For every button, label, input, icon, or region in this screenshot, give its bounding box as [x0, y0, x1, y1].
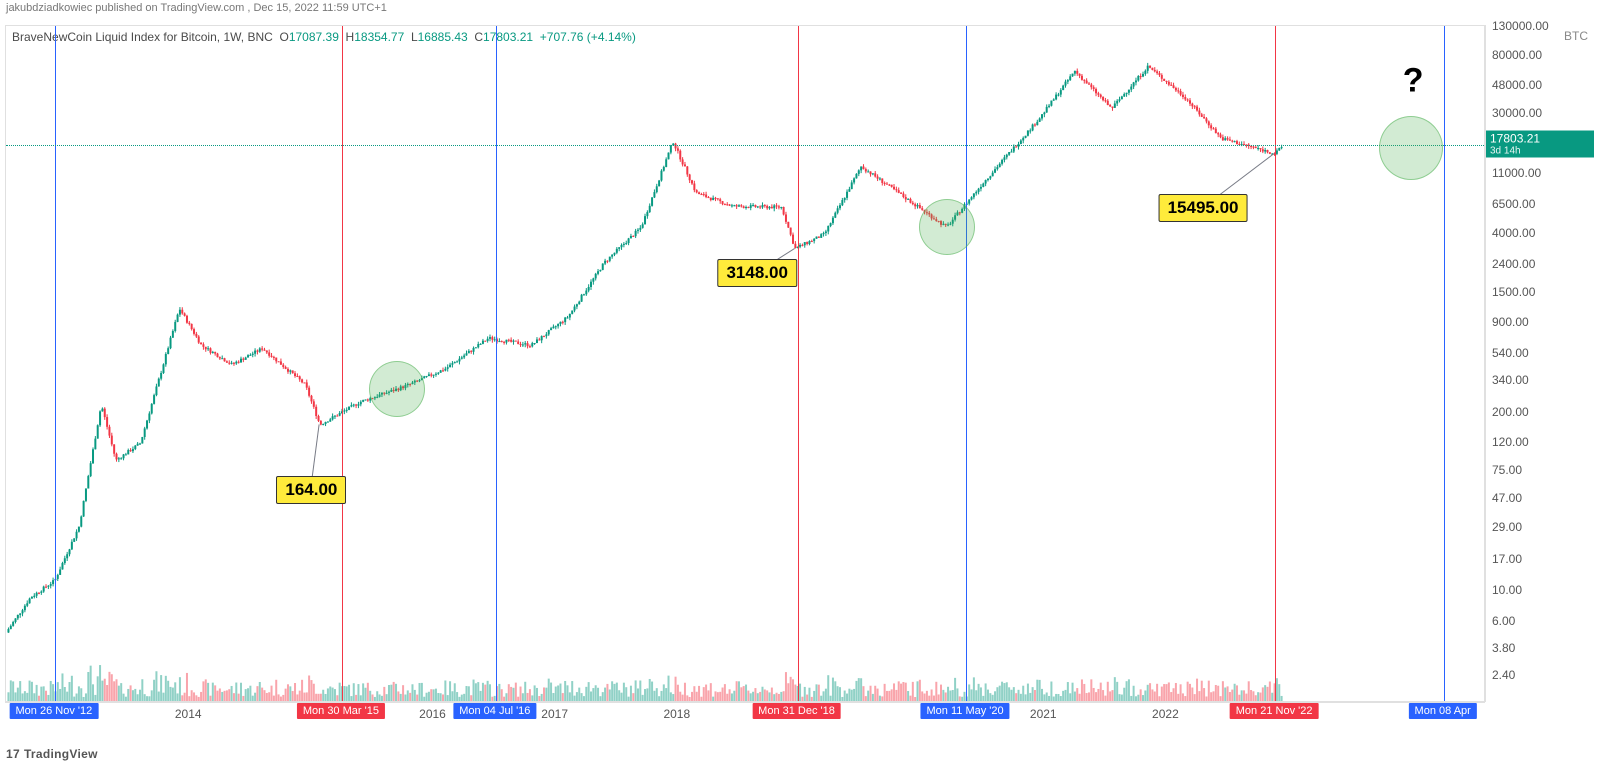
x-flag: Mon 11 May '20: [921, 703, 1010, 719]
tradingview-watermark: 17TradingView: [6, 747, 98, 761]
tv-logo-icon: 17: [6, 747, 20, 761]
marker-circle: [919, 199, 975, 255]
y-tick: 120.00: [1492, 435, 1529, 449]
cycle-vline: [55, 26, 56, 701]
x-tick: 2017: [541, 707, 568, 721]
y-tick: 11000.00: [1492, 166, 1541, 180]
y-tick: 340.00: [1492, 373, 1529, 387]
site: TradingView.com: [161, 2, 245, 14]
y-tick: 2.40: [1492, 668, 1515, 682]
y-tick: 47.00: [1492, 491, 1522, 505]
x-flag: Mon 21 Nov '22: [1230, 703, 1319, 719]
y-tick: 6500.00: [1492, 197, 1535, 211]
y-tick: 3.80: [1492, 641, 1515, 655]
y-tick: 75.00: [1492, 463, 1522, 477]
time-axis[interactable]: 2014 2016 2017 2018 2021 2022 Mon 26 Nov '12 Mo…: [5, 702, 1485, 727]
x-flag: Mon 26 Nov '12: [10, 703, 99, 719]
y-tick: 1500.00: [1492, 285, 1535, 299]
last-price-tag: 17803.213d 14h: [1486, 131, 1594, 158]
question-mark: ?: [1403, 62, 1424, 101]
y-tick: 130000.00: [1492, 19, 1549, 33]
x-flag: Mon 04 Jul '16: [453, 703, 536, 719]
cycle-vline: [1275, 26, 1276, 701]
date: Dec 15, 2022 11:59 UTC+1: [253, 2, 386, 14]
y-tick: 80000.00: [1492, 48, 1542, 62]
price-label: 3148.00: [717, 259, 796, 287]
y-tick: 4000.00: [1492, 226, 1535, 240]
chart-pane[interactable]: 164.00 3148.00 15495.00?: [5, 25, 1485, 702]
x-tick: 2018: [663, 707, 690, 721]
cycle-vline: [966, 26, 967, 701]
x-tick: 2014: [175, 707, 202, 721]
x-flag: Mon 08 Apr: [1409, 703, 1477, 719]
x-flag: Mon 30 Mar '15: [297, 703, 385, 719]
y-tick: 48000.00: [1492, 78, 1542, 92]
y-tick: 2400.00: [1492, 257, 1535, 271]
marker-circle: [369, 361, 425, 417]
cycle-vline: [798, 26, 799, 701]
cycle-vline: [496, 26, 497, 701]
y-tick: 540.00: [1492, 346, 1529, 360]
x-tick: 2022: [1152, 707, 1179, 721]
price-label: 164.00: [276, 476, 346, 504]
y-tick: 6.00: [1492, 614, 1515, 628]
candlestick-svg: [6, 26, 1484, 701]
ticker-label: BTC: [1564, 29, 1588, 43]
author: jakubdziadkowiec: [6, 2, 92, 14]
y-tick: 10.00: [1492, 583, 1522, 597]
y-tick: 29.00: [1492, 520, 1522, 534]
price-label: 15495.00: [1159, 194, 1248, 222]
x-tick: 2021: [1030, 707, 1057, 721]
y-tick: 900.00: [1492, 315, 1529, 329]
cycle-vline: [342, 26, 343, 701]
marker-circle: [1379, 116, 1443, 180]
price-hline: [6, 145, 1484, 146]
publish-header: jakubdziadkowiec published on TradingVie…: [6, 2, 387, 14]
y-tick: 17.00: [1492, 552, 1522, 566]
y-tick: 200.00: [1492, 405, 1529, 419]
cycle-vline: [1444, 26, 1445, 701]
price-axis[interactable]: BTC 130000.0080000.0048000.0030000.00110…: [1485, 25, 1600, 702]
y-tick: 30000.00: [1492, 106, 1542, 120]
x-flag: Mon 31 Dec '18: [752, 703, 841, 719]
x-tick: 2016: [419, 707, 446, 721]
